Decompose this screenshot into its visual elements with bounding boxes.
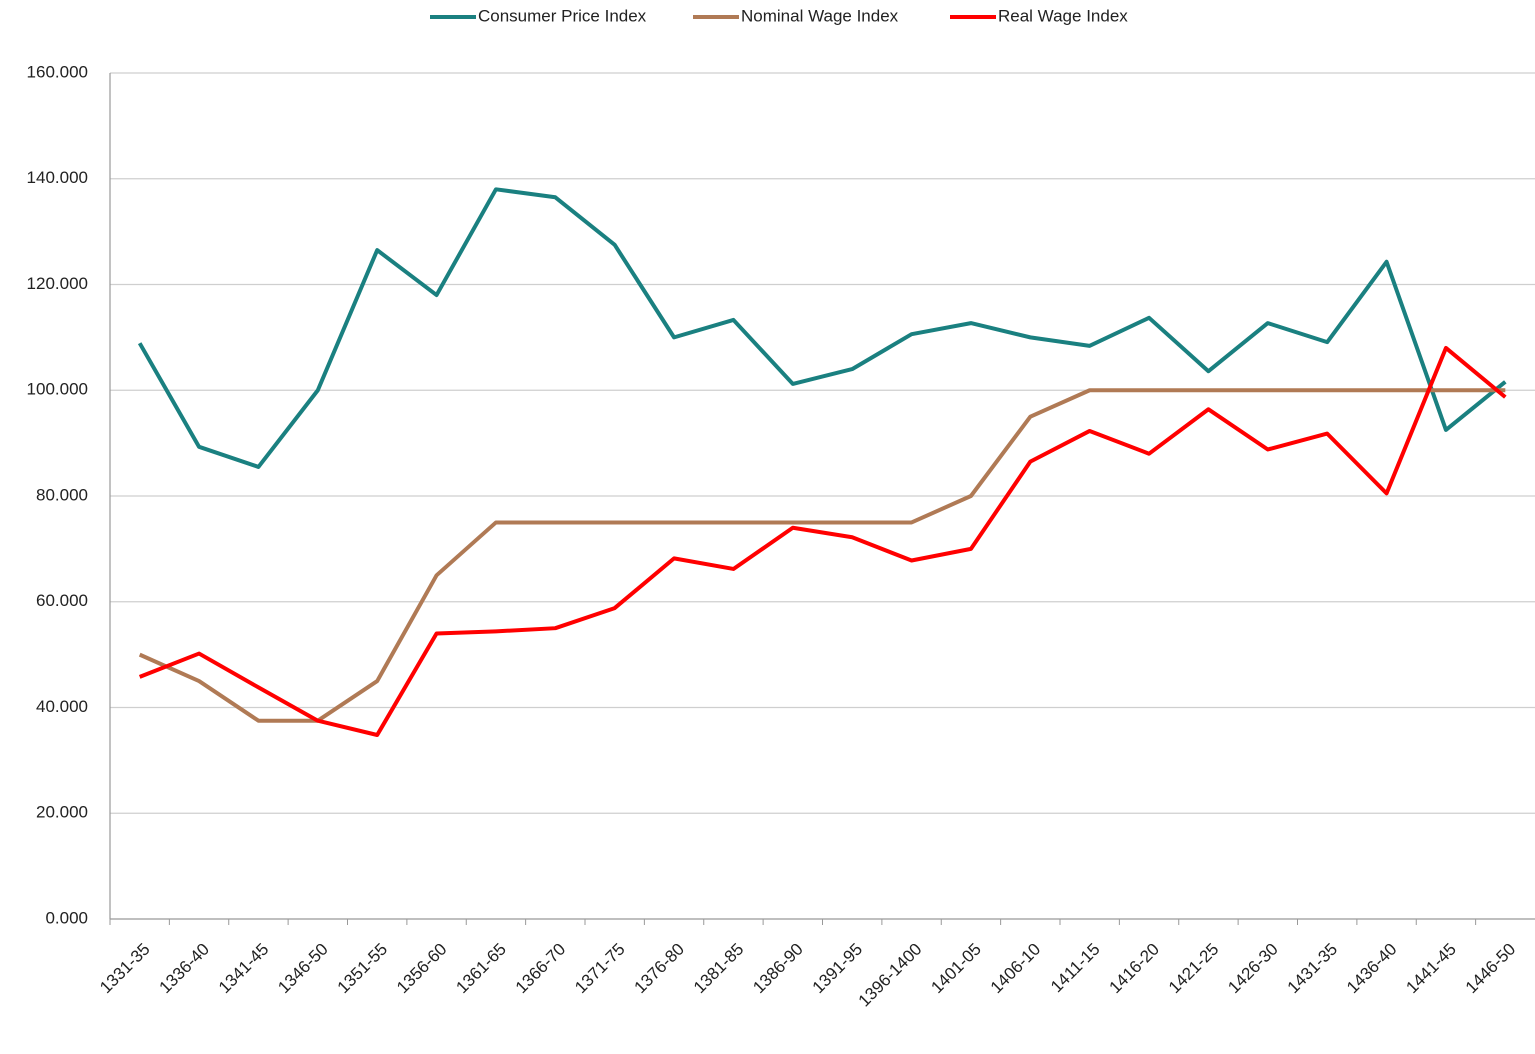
x-tick-label: 1351-55 bbox=[334, 940, 392, 998]
x-tick-label: 1446-50 bbox=[1462, 940, 1520, 998]
x-tick-label: 1431-35 bbox=[1284, 940, 1342, 998]
x-tick-label: 1361-65 bbox=[452, 940, 510, 998]
x-tick-label: 1426-30 bbox=[1224, 940, 1282, 998]
series-line bbox=[138, 388, 1506, 723]
y-tick-label: 20.000 bbox=[36, 803, 88, 822]
x-tick-label: 1346-50 bbox=[274, 940, 332, 998]
x-tick-label: 1391-95 bbox=[809, 940, 867, 998]
y-tick-label: 100.000 bbox=[27, 380, 88, 399]
y-tick-label: 160.000 bbox=[27, 62, 88, 81]
y-tick-label: 40.000 bbox=[36, 697, 88, 716]
x-tick-label: 1406-10 bbox=[987, 940, 1045, 998]
x-tick-label: 1331-35 bbox=[96, 940, 154, 998]
y-tick-label: 140.000 bbox=[27, 168, 88, 187]
x-tick-label: 1416-20 bbox=[1106, 940, 1164, 998]
y-tick-label: 80.000 bbox=[36, 485, 88, 504]
x-tick-label: 1366-70 bbox=[512, 940, 570, 998]
x-tick-label: 1341-45 bbox=[215, 940, 273, 998]
legend-label: Consumer Price Index bbox=[478, 6, 647, 25]
x-tick-label: 1381-85 bbox=[690, 940, 748, 998]
y-tick-label: 120.000 bbox=[27, 274, 88, 293]
x-tick-label: 1436-40 bbox=[1343, 940, 1401, 998]
legend-label: Nominal Wage Index bbox=[741, 6, 899, 25]
x-tick-label: 1376-80 bbox=[631, 940, 689, 998]
y-tick-label: 60.000 bbox=[36, 591, 88, 610]
x-tick-label: 1401-05 bbox=[927, 940, 985, 998]
legend-label: Real Wage Index bbox=[998, 6, 1128, 25]
y-tick-label: 0.000 bbox=[45, 908, 88, 927]
x-tick-label: 1421-25 bbox=[1165, 940, 1223, 998]
x-tick-label: 1441-45 bbox=[1402, 940, 1460, 998]
series-line bbox=[137, 187, 1507, 469]
x-tick-label: 1371-75 bbox=[571, 940, 629, 998]
series-line bbox=[138, 345, 1507, 737]
x-tick-label: 1411-15 bbox=[1047, 940, 1104, 997]
x-tick-label: 1396-1400 bbox=[855, 940, 926, 1011]
x-tick-label: 1336-40 bbox=[156, 940, 214, 998]
x-tick-label: 1356-60 bbox=[393, 940, 451, 998]
x-tick-label: 1386-90 bbox=[749, 940, 807, 998]
